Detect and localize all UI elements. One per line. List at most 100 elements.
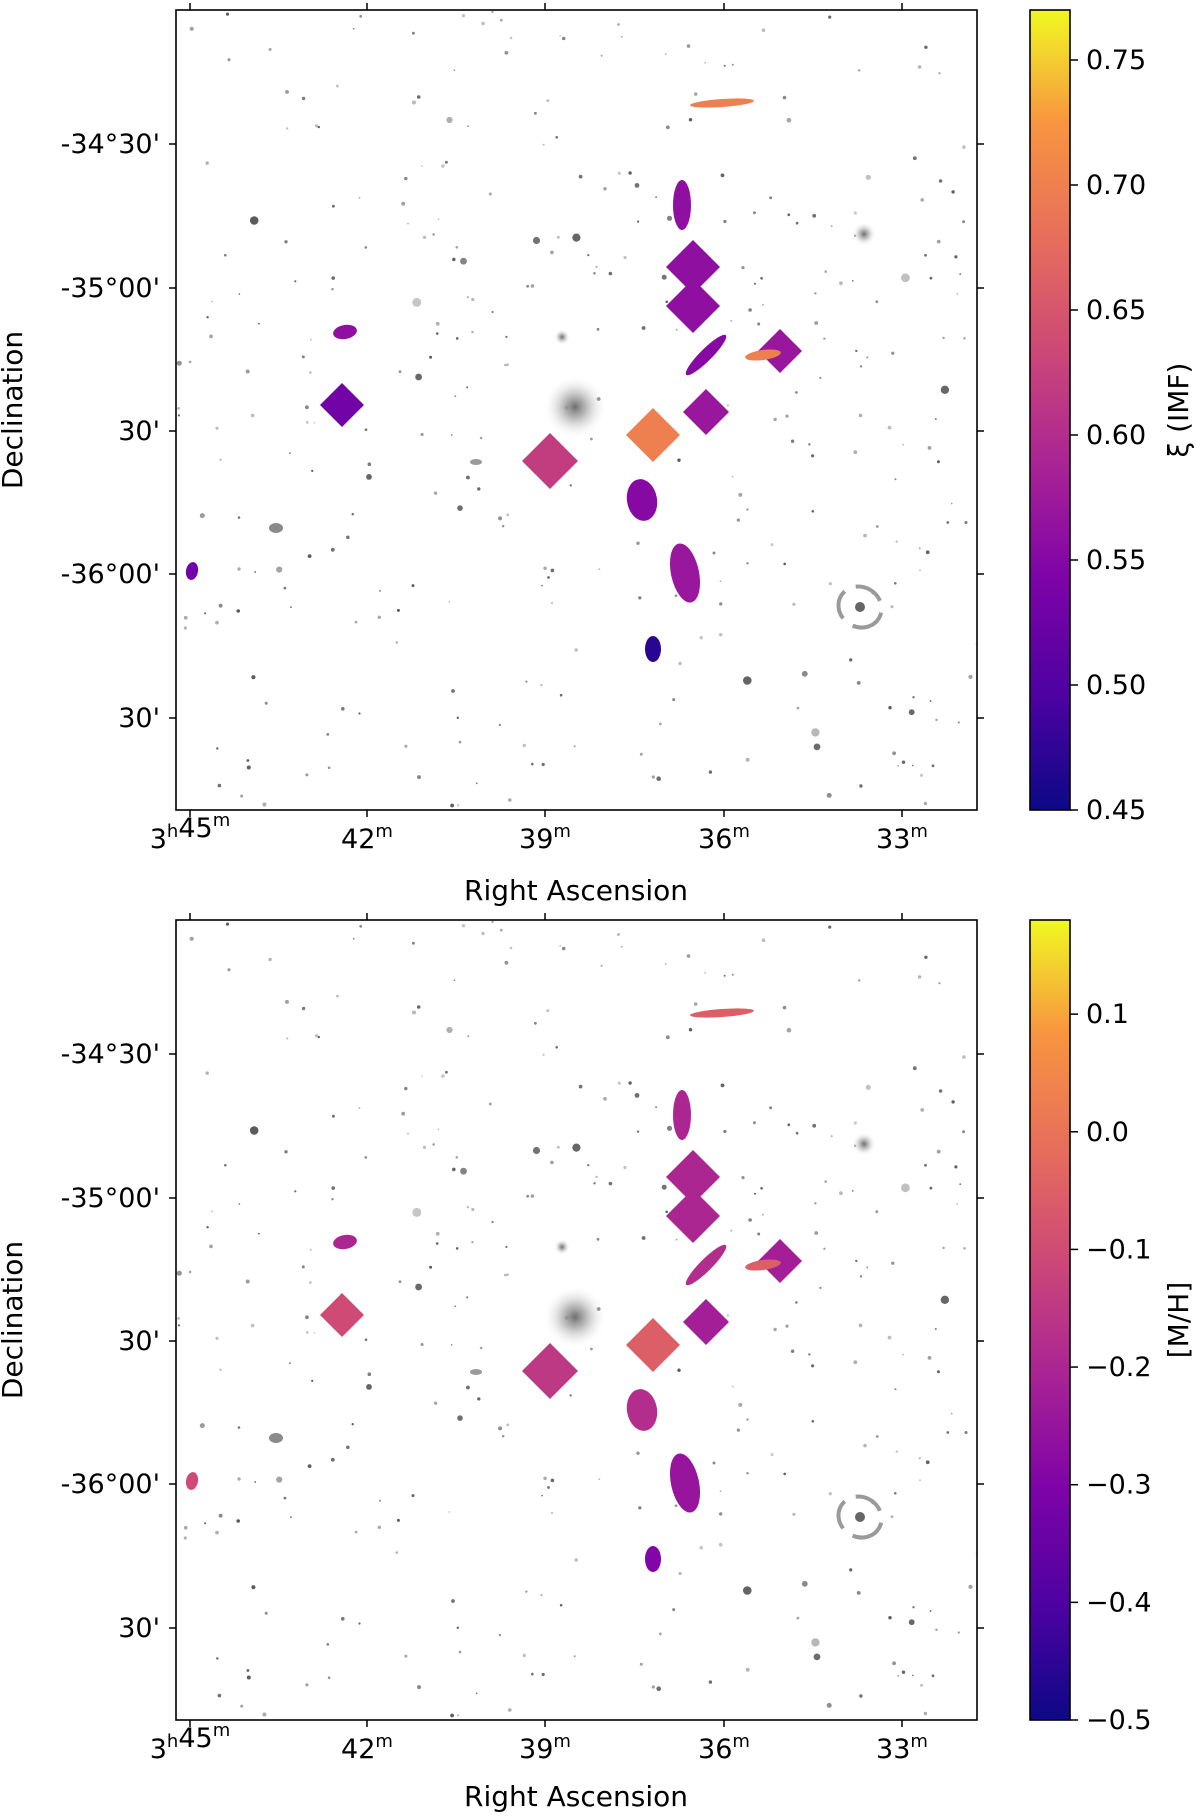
star <box>183 1536 187 1540</box>
star <box>811 510 815 513</box>
star <box>938 1089 943 1093</box>
star <box>745 757 750 762</box>
star <box>912 1066 917 1071</box>
star <box>720 1083 725 1088</box>
star <box>811 728 820 737</box>
star <box>596 1237 600 1241</box>
star <box>814 1202 817 1205</box>
star <box>655 1106 657 1108</box>
star <box>811 454 815 458</box>
star <box>250 413 255 418</box>
star <box>938 72 941 75</box>
star <box>396 608 400 612</box>
star <box>603 187 607 191</box>
star <box>950 502 953 505</box>
star <box>634 183 640 188</box>
star <box>638 596 642 600</box>
star <box>457 1714 460 1717</box>
star <box>246 759 250 762</box>
star <box>823 1247 826 1250</box>
star <box>938 982 941 985</box>
star <box>736 1428 741 1432</box>
star <box>954 1165 958 1169</box>
star <box>875 300 879 304</box>
star <box>183 615 188 620</box>
field-ngc1351b <box>666 279 720 333</box>
star <box>446 116 453 124</box>
star <box>525 680 528 683</box>
star <box>412 31 415 35</box>
star <box>790 439 795 443</box>
star <box>543 566 547 571</box>
star <box>811 1364 815 1368</box>
y-tick-label: -34°30' <box>61 129 160 160</box>
star <box>475 1692 478 1695</box>
x-tick-label: 3h45m <box>150 810 231 855</box>
star <box>452 257 456 262</box>
star <box>940 1295 950 1304</box>
panel-metallicity-frame <box>175 919 978 1721</box>
star <box>245 1279 250 1284</box>
star <box>176 360 182 366</box>
star <box>572 233 581 242</box>
panel-metallicity: 3h45m 42m 39m 36m 33m -34°30' -35°00' 30' -36°0… <box>0 913 1195 1813</box>
star <box>506 1273 509 1277</box>
star <box>240 1704 244 1708</box>
star <box>792 602 796 606</box>
star <box>849 658 853 662</box>
star <box>936 460 940 464</box>
star <box>760 277 763 280</box>
field-ngc1404 <box>626 1318 680 1372</box>
star <box>902 443 905 446</box>
star <box>770 543 774 547</box>
star <box>858 979 861 982</box>
panel-imf-x-ticks: 3h45m 42m 39m 36m 33m <box>150 3 928 855</box>
star <box>307 554 312 558</box>
star <box>665 1210 668 1214</box>
field-ngc1380 <box>758 1239 802 1283</box>
star <box>603 1097 607 1101</box>
field-ngc1404 <box>626 408 680 462</box>
star <box>639 1662 643 1666</box>
star <box>434 1402 438 1405</box>
star <box>814 1231 819 1235</box>
star <box>215 620 219 625</box>
star <box>183 1525 188 1530</box>
field-ngc1436 <box>669 543 701 603</box>
star <box>892 751 896 756</box>
star <box>205 161 209 165</box>
star <box>467 1035 470 1037</box>
star <box>467 125 470 127</box>
star <box>504 1273 507 1277</box>
star <box>416 1005 421 1009</box>
star <box>540 1594 543 1597</box>
star <box>395 1551 399 1554</box>
star <box>401 1111 406 1116</box>
star <box>268 47 272 52</box>
star <box>559 693 563 697</box>
colorbar-tick-label: 0.45 <box>1086 795 1146 826</box>
star <box>918 547 921 550</box>
star <box>305 405 309 410</box>
star <box>754 282 756 285</box>
star <box>532 236 541 245</box>
star <box>452 1167 456 1172</box>
star <box>920 198 924 202</box>
star <box>741 1176 745 1180</box>
star <box>814 292 817 295</box>
star <box>351 1423 354 1426</box>
panel-imf-y-ticks: -34°30' -35°00' 30' -36°00' 30' <box>61 129 984 734</box>
panel-metallicity-colorbar-label: [M/H] <box>1162 1282 1195 1359</box>
star <box>285 89 289 94</box>
star <box>738 492 743 497</box>
background-galaxy <box>543 375 607 439</box>
star <box>268 957 272 962</box>
star <box>708 1680 713 1684</box>
star <box>828 15 832 19</box>
star <box>666 1125 673 1131</box>
x-tick-label: 33m <box>876 1731 928 1765</box>
star <box>761 28 766 32</box>
star <box>456 1626 459 1629</box>
star <box>471 331 474 334</box>
